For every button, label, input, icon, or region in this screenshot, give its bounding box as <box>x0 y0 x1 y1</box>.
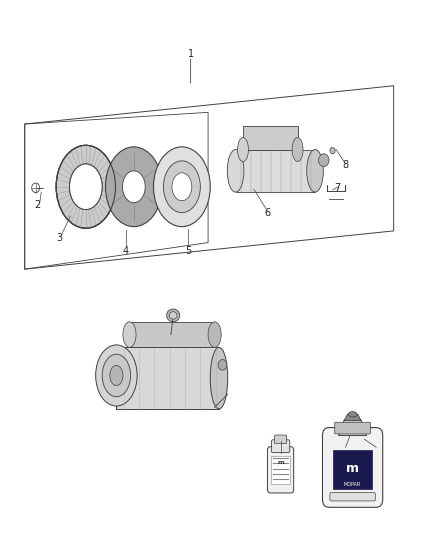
Ellipse shape <box>307 150 323 192</box>
Polygon shape <box>130 322 215 348</box>
Ellipse shape <box>237 138 248 161</box>
FancyBboxPatch shape <box>330 492 375 501</box>
Text: MOPAR: MOPAR <box>344 482 361 487</box>
Text: 3: 3 <box>57 233 63 244</box>
Ellipse shape <box>106 147 162 227</box>
Text: 8: 8 <box>343 160 349 171</box>
Polygon shape <box>243 126 297 150</box>
Text: 4: 4 <box>122 246 128 255</box>
Text: 5: 5 <box>185 246 191 255</box>
Ellipse shape <box>210 348 228 409</box>
Circle shape <box>218 360 227 370</box>
Ellipse shape <box>163 161 200 213</box>
FancyBboxPatch shape <box>333 450 372 489</box>
Ellipse shape <box>292 138 303 161</box>
Ellipse shape <box>123 171 145 203</box>
Text: 9: 9 <box>196 332 202 342</box>
Polygon shape <box>236 150 315 192</box>
Ellipse shape <box>169 312 177 319</box>
Text: 10: 10 <box>268 449 280 458</box>
Polygon shape <box>339 419 367 435</box>
Text: 12: 12 <box>370 443 382 453</box>
Circle shape <box>318 154 329 166</box>
Text: 1: 1 <box>187 49 194 59</box>
Ellipse shape <box>70 164 102 209</box>
Ellipse shape <box>166 309 180 322</box>
Text: 7: 7 <box>334 183 340 193</box>
FancyBboxPatch shape <box>322 427 383 507</box>
Ellipse shape <box>95 345 137 406</box>
Text: 6: 6 <box>264 208 270 219</box>
Polygon shape <box>117 348 219 409</box>
Ellipse shape <box>172 173 192 201</box>
Ellipse shape <box>348 411 357 417</box>
FancyBboxPatch shape <box>272 456 290 484</box>
Text: 11: 11 <box>339 443 352 453</box>
Ellipse shape <box>110 366 123 385</box>
Ellipse shape <box>102 354 131 397</box>
FancyBboxPatch shape <box>275 435 287 443</box>
FancyBboxPatch shape <box>272 440 290 453</box>
Text: m: m <box>277 459 284 465</box>
Circle shape <box>330 148 335 154</box>
Text: m: m <box>346 462 359 475</box>
Polygon shape <box>344 414 361 421</box>
Ellipse shape <box>56 146 116 228</box>
FancyBboxPatch shape <box>268 447 293 493</box>
Ellipse shape <box>153 147 210 227</box>
Ellipse shape <box>70 164 102 209</box>
Text: 2: 2 <box>35 200 41 211</box>
FancyBboxPatch shape <box>335 422 371 434</box>
Ellipse shape <box>227 150 244 192</box>
Ellipse shape <box>208 322 221 348</box>
Ellipse shape <box>123 322 136 348</box>
